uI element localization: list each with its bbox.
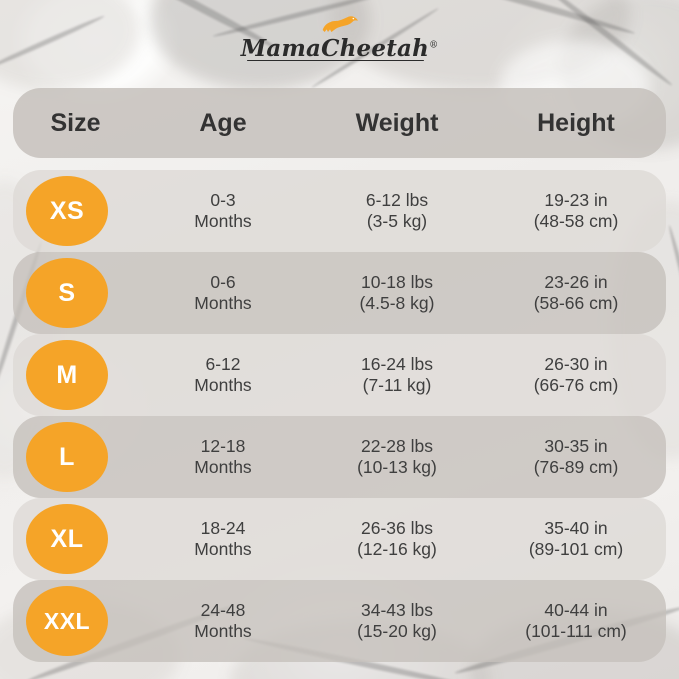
table-row: L 12-18 Months 22-28 lbs (10-13 kg) 30-3… [13, 416, 666, 498]
height-line-2: (66-76 cm) [533, 375, 619, 395]
age-line-1: 6-12 [205, 353, 241, 374]
cell-weight: 16-24 lbs (7-11 kg) [308, 334, 486, 416]
cell-age: 6-12 Months [138, 334, 308, 416]
weight-line-1: 10-18 lbs [361, 271, 433, 292]
weight-line-2: (3-5 kg) [366, 211, 428, 231]
size-badge: XXL [26, 586, 108, 656]
weight-line-2: (12-16 kg) [357, 539, 437, 559]
weight-line-1: 34-43 lbs [361, 599, 433, 620]
cell-weight: 6-12 lbs (3-5 kg) [308, 170, 486, 252]
height-line-2: (89-101 cm) [528, 539, 624, 559]
weight-line-1: 16-24 lbs [361, 353, 433, 374]
brand-underline [246, 59, 425, 61]
age-line-2: Months [194, 293, 252, 313]
table-row: XXL 24-48 Months 34-43 lbs (15-20 kg) 40… [13, 580, 666, 662]
height-line-2: (58-66 cm) [533, 293, 619, 313]
cell-age: 24-48 Months [138, 580, 308, 662]
age-line-2: Months [194, 621, 252, 641]
column-header-height: Height [537, 108, 615, 137]
table-header-row: Size Age Weight Height [13, 88, 666, 158]
cell-height: 35-40 in (89-101 cm) [486, 498, 666, 580]
table-row: XS 0-3 Months 6-12 lbs (3-5 kg) 19-23 in… [13, 170, 666, 252]
age-line-1: 0-6 [210, 271, 236, 292]
table-row: M 6-12 Months 16-24 lbs (7-11 kg) 26-30 … [13, 334, 666, 416]
brand-wordmark: MamaCheetah® [241, 35, 439, 62]
cell-age: 18-24 Months [138, 498, 308, 580]
size-badge: XS [26, 176, 108, 246]
age-line-2: Months [194, 211, 252, 231]
weight-line-2: (10-13 kg) [357, 457, 437, 477]
table-row: XL 18-24 Months 26-36 lbs (12-16 kg) 35-… [13, 498, 666, 580]
age-line-1: 24-48 [200, 599, 246, 620]
table-row: S 0-6 Months 10-18 lbs (4.5-8 kg) 23-26 … [13, 252, 666, 334]
weight-line-1: 22-28 lbs [361, 435, 433, 456]
weight-line-2: (7-11 kg) [362, 375, 432, 395]
weight-line-2: (15-20 kg) [357, 621, 437, 641]
cell-age: 12-18 Months [138, 416, 308, 498]
cell-height: 40-44 in (101-111 cm) [486, 580, 666, 662]
height-line-2: (48-58 cm) [533, 211, 619, 231]
size-badge: M [26, 340, 108, 410]
height-line-1: 35-40 in [544, 517, 608, 538]
size-badge: L [26, 422, 108, 492]
cell-height: 30-35 in (76-89 cm) [486, 416, 666, 498]
height-line-2: (76-89 cm) [533, 457, 619, 477]
height-line-1: 40-44 in [544, 599, 608, 620]
cell-weight: 22-28 lbs (10-13 kg) [308, 416, 486, 498]
height-line-2: (101-111 cm) [525, 621, 627, 641]
brand-logo: MamaCheetah® [0, 14, 679, 80]
height-line-1: 26-30 in [544, 353, 608, 374]
brand-name: MamaCheetah [240, 35, 430, 62]
height-line-1: 19-23 in [544, 189, 608, 210]
height-line-1: 30-35 in [544, 435, 608, 456]
age-line-1: 12-18 [200, 435, 246, 456]
column-header-age: Age [199, 108, 247, 137]
column-header-weight: Weight [355, 108, 439, 137]
registered-mark: ® [429, 40, 439, 51]
age-line-2: Months [194, 539, 252, 559]
cell-height: 19-23 in (48-58 cm) [486, 170, 666, 252]
cheetah-icon [322, 16, 358, 32]
age-line-1: 18-24 [200, 517, 246, 538]
cell-height: 26-30 in (66-76 cm) [486, 334, 666, 416]
size-badge: S [26, 258, 108, 328]
height-line-1: 23-26 in [544, 271, 608, 292]
cell-weight: 34-43 lbs (15-20 kg) [308, 580, 486, 662]
cell-height: 23-26 in (58-66 cm) [486, 252, 666, 334]
weight-line-2: (4.5-8 kg) [359, 293, 435, 313]
cell-age: 0-6 Months [138, 252, 308, 334]
cell-weight: 26-36 lbs (12-16 kg) [308, 498, 486, 580]
weight-line-1: 6-12 lbs [365, 189, 429, 210]
age-line-1: 0-3 [210, 189, 236, 210]
size-chart-table: Size Age Weight Height XS 0-3 Months 6-1… [13, 88, 666, 666]
cell-age: 0-3 Months [138, 170, 308, 252]
weight-line-1: 26-36 lbs [361, 517, 433, 538]
age-line-2: Months [194, 457, 252, 477]
cell-weight: 10-18 lbs (4.5-8 kg) [308, 252, 486, 334]
age-line-2: Months [194, 375, 252, 395]
column-header-size: Size [50, 108, 101, 137]
size-badge: XL [26, 504, 108, 574]
